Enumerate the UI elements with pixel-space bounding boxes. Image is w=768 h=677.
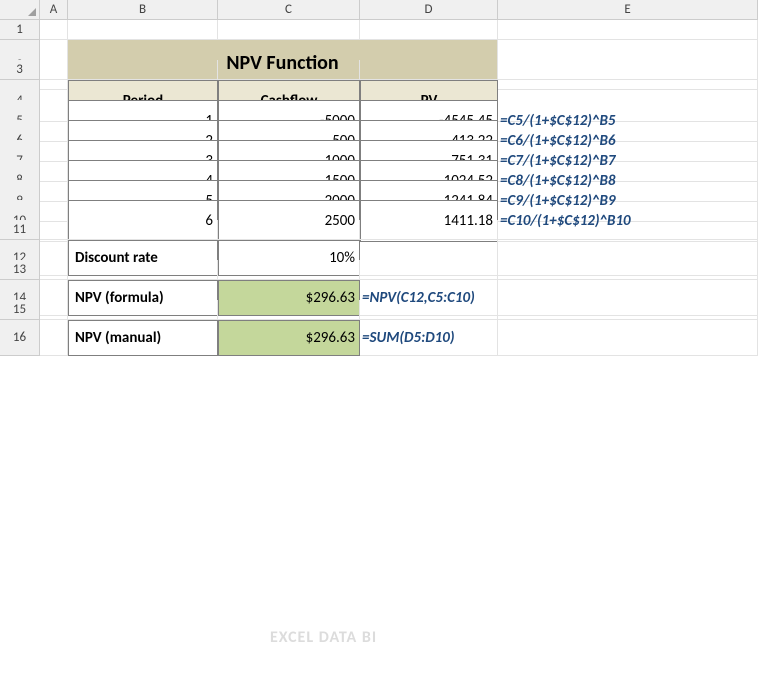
cell-c11[interactable]: [218, 220, 360, 240]
cell-e13[interactable]: [498, 260, 758, 280]
cell-d1[interactable]: [360, 20, 498, 40]
spreadsheet-grid: A B C D E 1 2 NPV Function 3 4 Period Ca…: [0, 0, 768, 340]
cell-a13[interactable]: [40, 260, 68, 280]
cell-e3[interactable]: [498, 60, 758, 80]
cell-e11[interactable]: [498, 220, 758, 240]
col-header-a[interactable]: A: [40, 0, 68, 20]
cell-c15[interactable]: [218, 300, 360, 320]
cell-b13[interactable]: [68, 260, 218, 280]
cell-d3[interactable]: [360, 60, 498, 80]
cell-e16[interactable]: [498, 320, 758, 356]
cell-c1[interactable]: [218, 20, 360, 40]
watermark-text: EXCEL DATA BI: [270, 628, 377, 647]
cell-a3[interactable]: [40, 60, 68, 80]
cell-d13[interactable]: [360, 260, 498, 280]
select-all-corner[interactable]: [0, 0, 40, 20]
row-header-16[interactable]: 16: [0, 320, 40, 356]
cell-b1[interactable]: [68, 20, 218, 40]
cell-c13[interactable]: [218, 260, 360, 280]
cell-a16[interactable]: [40, 320, 68, 356]
cell-b11[interactable]: [68, 220, 218, 240]
npv-manual-value[interactable]: $296.63: [218, 320, 360, 356]
col-header-b[interactable]: B: [68, 0, 218, 20]
npv-manual-text[interactable]: =SUM(D5:D10): [360, 320, 498, 356]
col-header-e[interactable]: E: [498, 0, 758, 20]
cell-a15[interactable]: [40, 300, 68, 320]
npv-manual-label[interactable]: NPV (manual): [68, 320, 218, 356]
cell-b3[interactable]: [68, 60, 218, 80]
cell-d15[interactable]: [360, 300, 498, 320]
cell-e15[interactable]: [498, 300, 758, 320]
cell-d11[interactable]: [360, 220, 498, 240]
col-header-d[interactable]: D: [360, 0, 498, 20]
row-header-15[interactable]: 15: [0, 300, 40, 320]
cell-a1[interactable]: [40, 20, 68, 40]
cell-c3[interactable]: [218, 60, 360, 80]
cell-b15[interactable]: [68, 300, 218, 320]
row-header-3[interactable]: 3: [0, 60, 40, 80]
cell-a11[interactable]: [40, 220, 68, 240]
row-header-1[interactable]: 1: [0, 20, 40, 40]
row-header-13[interactable]: 13: [0, 260, 40, 280]
col-header-c[interactable]: C: [218, 0, 360, 20]
row-header-11[interactable]: 11: [0, 220, 40, 240]
cell-e1[interactable]: [498, 20, 758, 40]
